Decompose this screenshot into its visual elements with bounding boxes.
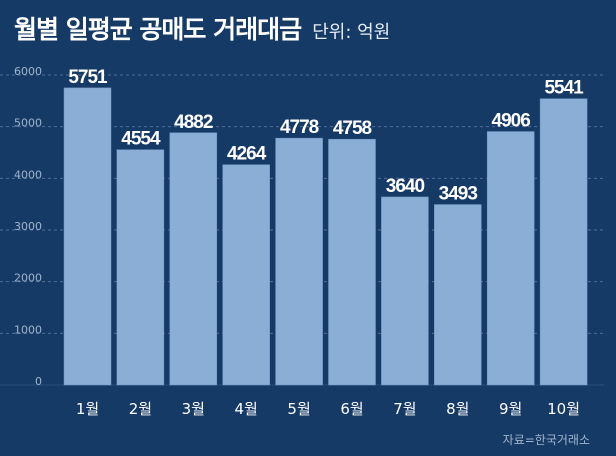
y-tick-label: 6000 <box>14 65 42 78</box>
data-label: 3640 <box>386 176 425 197</box>
bar <box>328 138 376 386</box>
bar <box>539 98 588 386</box>
source-note: 자료=한국거래소 <box>502 433 590 447</box>
bar <box>486 131 535 386</box>
data-label: 3493 <box>439 184 478 205</box>
y-tick-label: 5000 <box>14 117 42 130</box>
data-labels: 5751 4554 4882 4264 4778 4758 3640 3493 4906 5541 <box>68 67 585 205</box>
data-label: 4778 <box>280 117 319 138</box>
data-label: 5751 <box>68 67 108 88</box>
data-label: 4554 <box>121 129 161 150</box>
x-tick-label: 8월 <box>446 400 469 418</box>
data-label: 5541 <box>544 78 584 99</box>
y-tick-label: 4000 <box>14 168 42 181</box>
chart-title: 월별 일평균 공매도 거래대금 <box>14 15 302 44</box>
bar <box>169 132 218 386</box>
x-tick-label: 1월 <box>76 400 99 418</box>
x-tick-label: 2월 <box>129 400 152 418</box>
y-tick-label: 0 <box>35 375 42 388</box>
bar <box>222 164 270 386</box>
bar <box>116 149 165 386</box>
y-tick-label: 2000 <box>14 272 42 285</box>
x-tick-label: 3월 <box>182 400 205 418</box>
data-label: 4906 <box>492 111 531 132</box>
bar <box>434 204 482 386</box>
bar <box>381 196 429 386</box>
x-tick-label: 4월 <box>235 400 258 418</box>
unit-label: 단위: 억원 <box>312 22 391 43</box>
bar <box>275 137 323 386</box>
bars <box>63 87 588 386</box>
data-label: 4264 <box>227 144 267 165</box>
x-tick-label: 10월 <box>547 400 580 418</box>
y-tick-label: 3000 <box>14 220 42 233</box>
x-tick-label: 6월 <box>340 400 363 418</box>
data-label: 4882 <box>174 112 213 133</box>
title-block: 월별 일평균 공매도 거래대금 단위: 억원 <box>14 10 390 46</box>
x-tick-label: 9월 <box>499 400 522 418</box>
bar <box>63 87 112 386</box>
x-axis: 1월 2월 3월 4월 5월 6월 7월 8월 9월 10월 <box>76 400 580 418</box>
y-tick-label: 1000 <box>14 323 42 336</box>
y-axis: 0 1000 2000 3000 4000 5000 6000 <box>14 65 42 388</box>
x-tick-label: 5월 <box>287 400 310 418</box>
data-label: 4758 <box>333 118 372 139</box>
x-tick-label: 7월 <box>393 400 416 418</box>
